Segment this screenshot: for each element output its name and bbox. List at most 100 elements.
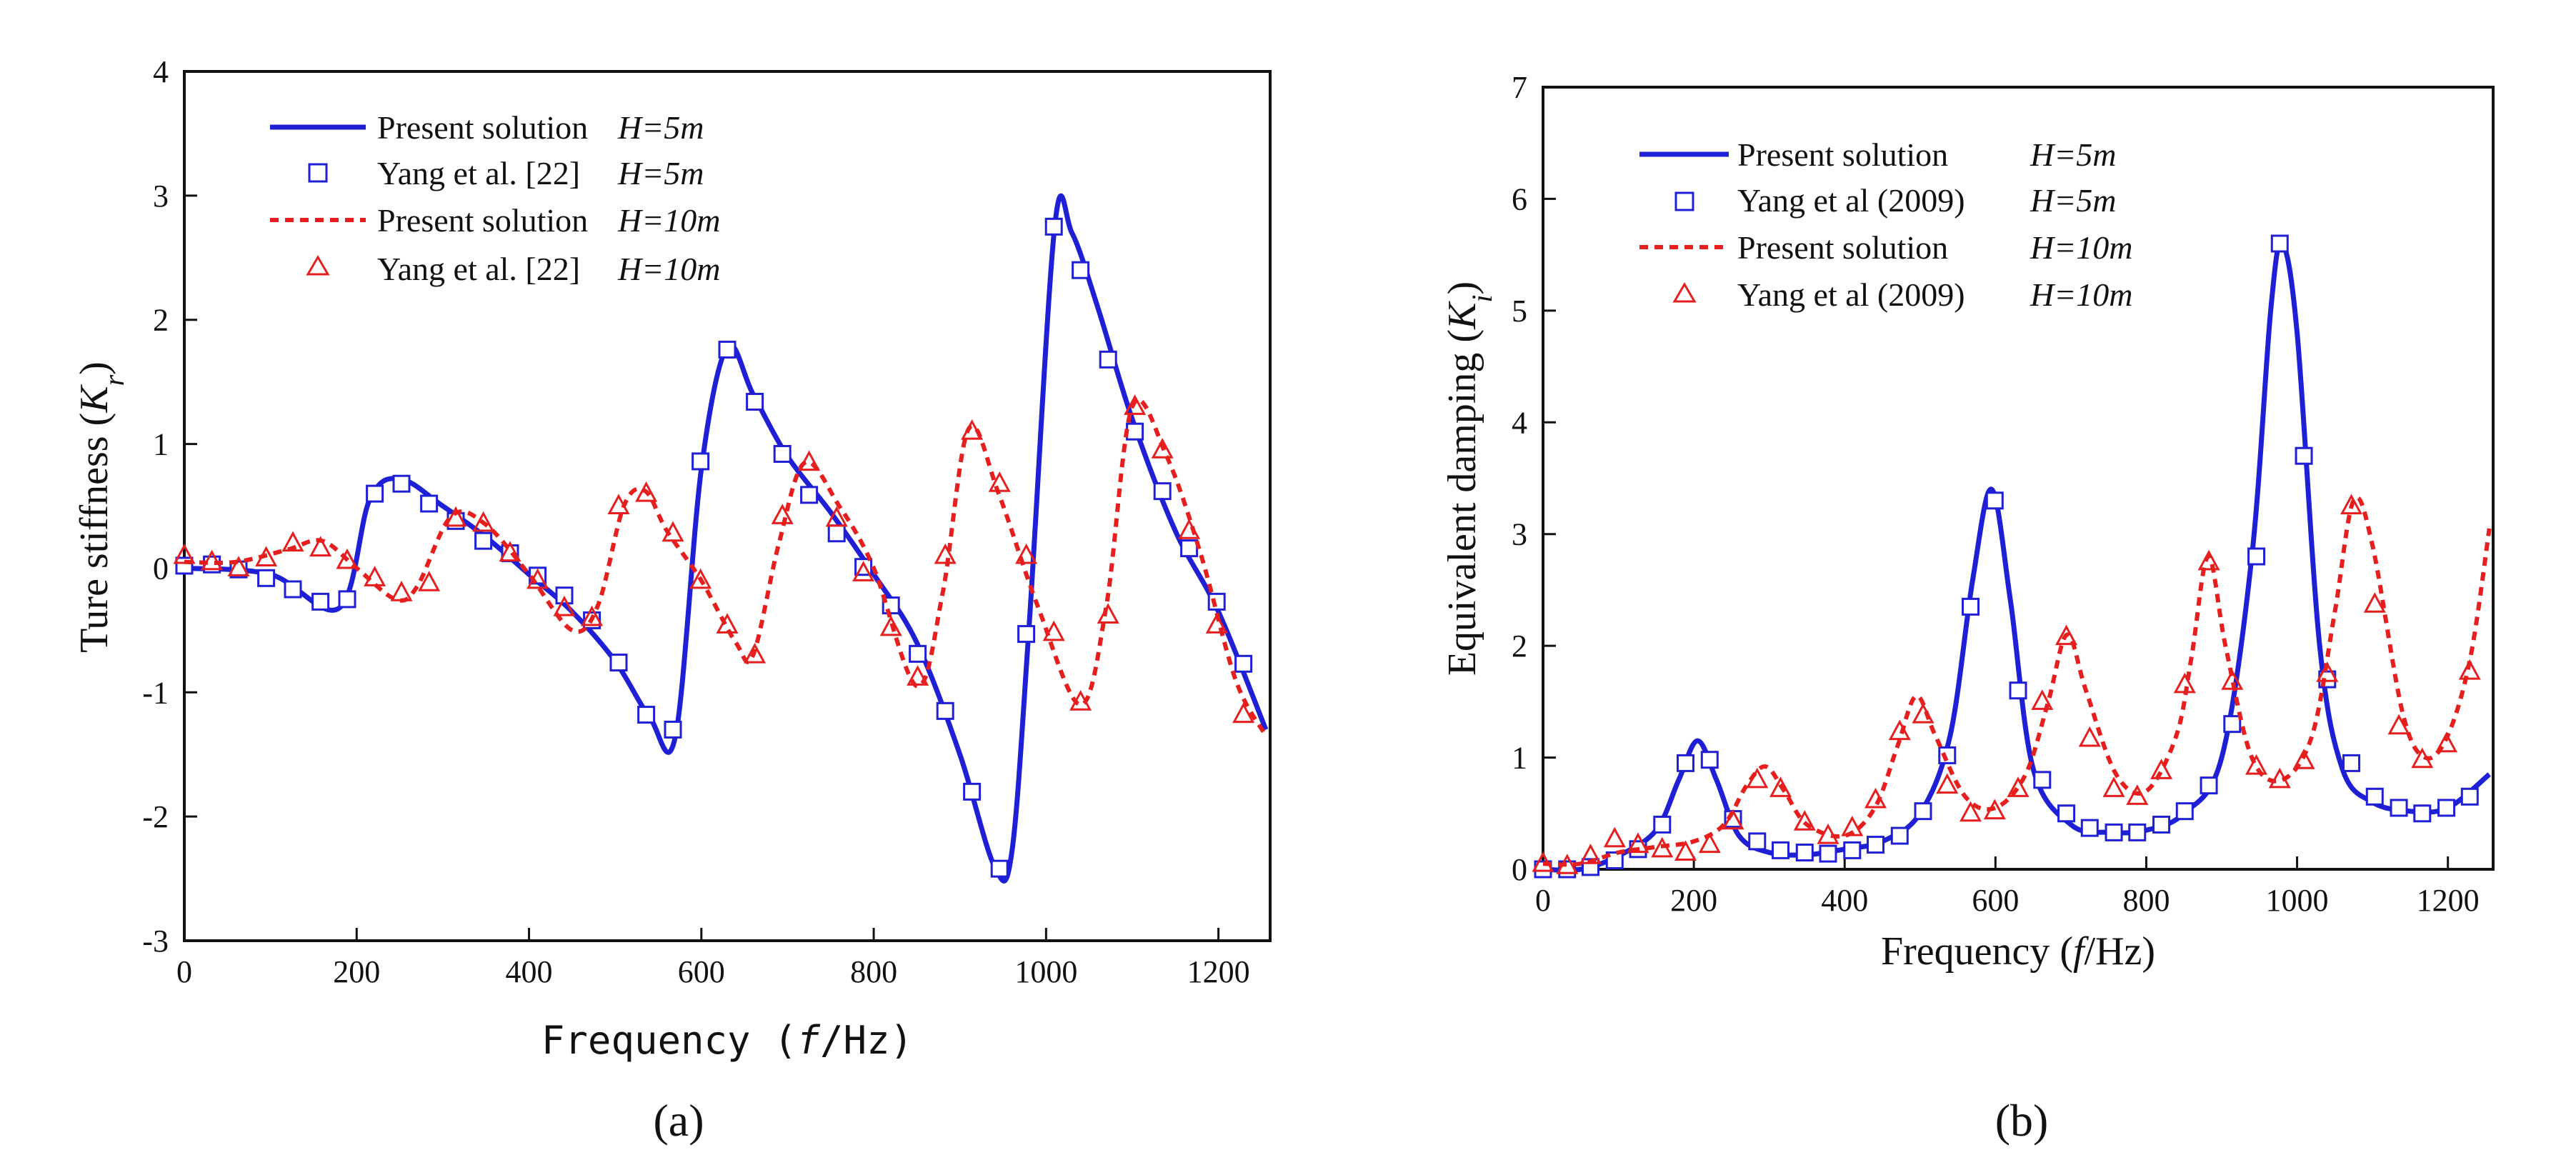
data-point-triangle	[1674, 840, 1697, 861]
x-tick-label: 800	[2122, 883, 2170, 918]
data-point-square	[1126, 422, 1144, 441]
y-tick-label: 4	[153, 54, 169, 89]
data-point-triangle	[472, 511, 495, 532]
data-point-triangle	[581, 605, 604, 626]
legend-b-swatch-1	[1674, 191, 1694, 211]
x-tick-label: 400	[506, 954, 553, 989]
data-point-triangle	[716, 613, 739, 634]
data-point-square	[1938, 746, 1957, 764]
legend-a-param-2: H=10m	[617, 202, 720, 239]
y-tick-label: 6	[1512, 181, 1527, 216]
data-point-square	[773, 444, 792, 463]
legend-b-param-1: H=5m	[2030, 182, 2116, 219]
y-tick-label: 3	[153, 179, 169, 214]
y-ticks-a: -3 -2 -1 0 1 2 3 4	[142, 54, 197, 959]
data-point-square	[1677, 754, 1694, 772]
data-point-square	[1180, 539, 1199, 558]
y-axis-label-a: Ture stiffness (Kr)	[72, 361, 130, 653]
legend-b-label-0: Present solution	[1737, 136, 1948, 173]
data-point-square	[257, 569, 276, 587]
data-point-triangle	[2102, 776, 2125, 797]
y-tick-label: -3	[142, 924, 169, 959]
data-point-triangle	[2007, 776, 2030, 797]
legend-a-label-2: Present solution	[377, 202, 588, 239]
data-point-triangle	[635, 481, 658, 502]
data-point-square	[2033, 771, 2052, 789]
y-tick-label: 5	[1512, 294, 1527, 329]
data-point-triangle	[1651, 836, 1674, 858]
data-point-square	[1819, 844, 1837, 863]
data-point-triangle	[1042, 620, 1065, 641]
y-tick-label: -2	[142, 799, 169, 834]
legend-b-label-3: Yang et al (2009)	[1737, 276, 1965, 313]
x-tick-label: 600	[678, 954, 725, 989]
data-point-square	[2080, 819, 2099, 837]
panel-a: 0 200 400 600 800 1000 1200 -3 -2 -1 0 1 2 3 4 Presen…	[72, 54, 1272, 1146]
data-point-square	[420, 494, 439, 513]
data-point-square	[1700, 751, 1719, 769]
data-point-square	[2270, 234, 2289, 253]
data-point-triangle	[2221, 669, 2244, 690]
data-point-square	[692, 452, 710, 471]
legend-a-param-1: H=5m	[617, 155, 704, 191]
data-point-square	[284, 580, 302, 599]
data-point-triangle	[852, 561, 875, 581]
data-point-square	[1653, 815, 1672, 834]
series-line-a-0	[184, 193, 1269, 884]
plot-frame-a	[183, 70, 1272, 942]
legend-a-param-3: H=10m	[617, 251, 720, 287]
data-point-triangle	[255, 546, 278, 567]
data-point-triangle	[1769, 776, 1792, 797]
data-point-triangle	[907, 665, 929, 686]
data-point-triangle	[1817, 823, 1839, 844]
y-ticks-b: 0 1 2 3 4 5 6 7	[1512, 70, 1556, 887]
legend-b-param-3: H=10m	[2030, 276, 2132, 313]
data-point-triangle	[227, 556, 250, 576]
data-point-triangle	[607, 494, 630, 514]
y-tick-label: 0	[153, 551, 169, 586]
data-point-triangle	[2055, 624, 2078, 646]
data-point-square	[2175, 802, 2194, 821]
data-point-triangle	[662, 521, 684, 542]
data-point-triangle	[744, 642, 767, 664]
data-point-square	[2223, 715, 2242, 734]
y-tick-label: 3	[1512, 517, 1527, 552]
data-point-triangle	[499, 541, 521, 562]
data-point-square	[2105, 823, 2123, 841]
data-point-triangle	[961, 419, 984, 440]
data-point-triangle	[1532, 851, 1554, 872]
data-point-triangle	[1888, 719, 1911, 741]
data-point-triangle	[1579, 844, 1602, 864]
plot-frame-b	[1542, 86, 2495, 871]
data-point-square	[1153, 482, 1172, 501]
y-tick-label: 2	[153, 303, 169, 338]
data-point-triangle	[2245, 754, 2268, 775]
y-tick-label: 1	[153, 427, 169, 462]
data-point-triangle	[2316, 661, 2339, 682]
data-point-triangle	[1015, 543, 1038, 564]
data-point-square	[392, 474, 411, 493]
data-point-triangle	[2458, 659, 2481, 680]
data-point-triangle	[1151, 438, 1174, 459]
series-line-b-2	[1542, 495, 2492, 867]
data-point-triangle	[336, 548, 359, 569]
data-point-triangle	[281, 531, 304, 552]
series-b	[1532, 234, 2492, 879]
data-point-square	[311, 592, 330, 611]
y-axis-label-b: Equivalent damping (Ki)	[1440, 281, 1498, 676]
data-point-square	[718, 340, 737, 359]
data-point-square	[1044, 217, 1063, 236]
data-point-square	[1795, 844, 1814, 862]
data-point-square	[555, 586, 574, 605]
data-point-square	[1867, 836, 1884, 854]
data-point-triangle	[1936, 773, 1959, 794]
data-point-triangle	[1069, 690, 1092, 711]
data-point-triangle	[2078, 726, 2101, 747]
data-point-triangle	[1841, 815, 1864, 836]
data-point-triangle	[2197, 549, 2220, 571]
x-tick-label: 400	[1821, 883, 1868, 918]
data-point-triangle	[934, 543, 957, 564]
data-point-triangle	[1793, 810, 1816, 831]
x-tick-label: 600	[1972, 883, 2019, 918]
data-point-triangle	[418, 571, 441, 591]
